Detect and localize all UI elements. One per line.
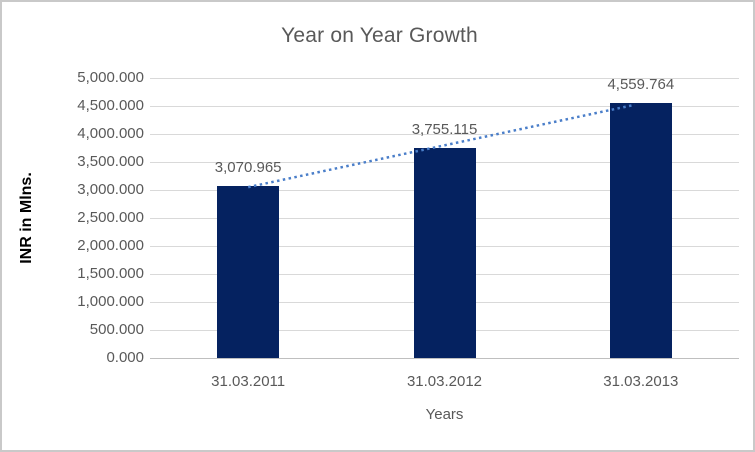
x-tick-label: 31.03.2013 — [603, 373, 679, 390]
y-tick-label: 500.000 — [89, 321, 144, 338]
chart-title: Year on Year Growth — [281, 24, 478, 47]
y-tick-label: 2,000.000 — [77, 237, 144, 254]
y-tick-label: 4,000.000 — [77, 125, 144, 142]
x-axis-line — [150, 357, 739, 359]
y-axis-title-text: INR in Mlns. — [18, 172, 35, 264]
bar-value-label: 3,755.115 — [411, 120, 478, 138]
bar-value-label: 3,070.965 — [214, 159, 282, 177]
y-tick-label: 0.000 — [106, 349, 144, 366]
y-tick-label: 1,000.000 — [77, 293, 144, 310]
x-axis-title: Years — [425, 406, 464, 423]
x-tick-label: 31.03.2012 — [406, 373, 483, 390]
bar-value-label: 4,559.764 — [607, 75, 675, 93]
y-tick-label: 1,500.000 — [77, 265, 144, 282]
gridline — [150, 77, 739, 79]
y-tick-label: 5,000.000 — [77, 69, 144, 86]
bar — [609, 102, 672, 358]
bar — [413, 147, 476, 358]
y-tick-label: 3,000.000 — [77, 181, 144, 198]
x-tick-label: 31.03.2011 — [211, 373, 286, 390]
y-tick-label: 3,500.000 — [77, 153, 144, 170]
y-tick-label: 2,500.000 — [77, 209, 144, 226]
y-tick-label: 4,500.000 — [77, 97, 144, 114]
bar — [217, 186, 280, 358]
